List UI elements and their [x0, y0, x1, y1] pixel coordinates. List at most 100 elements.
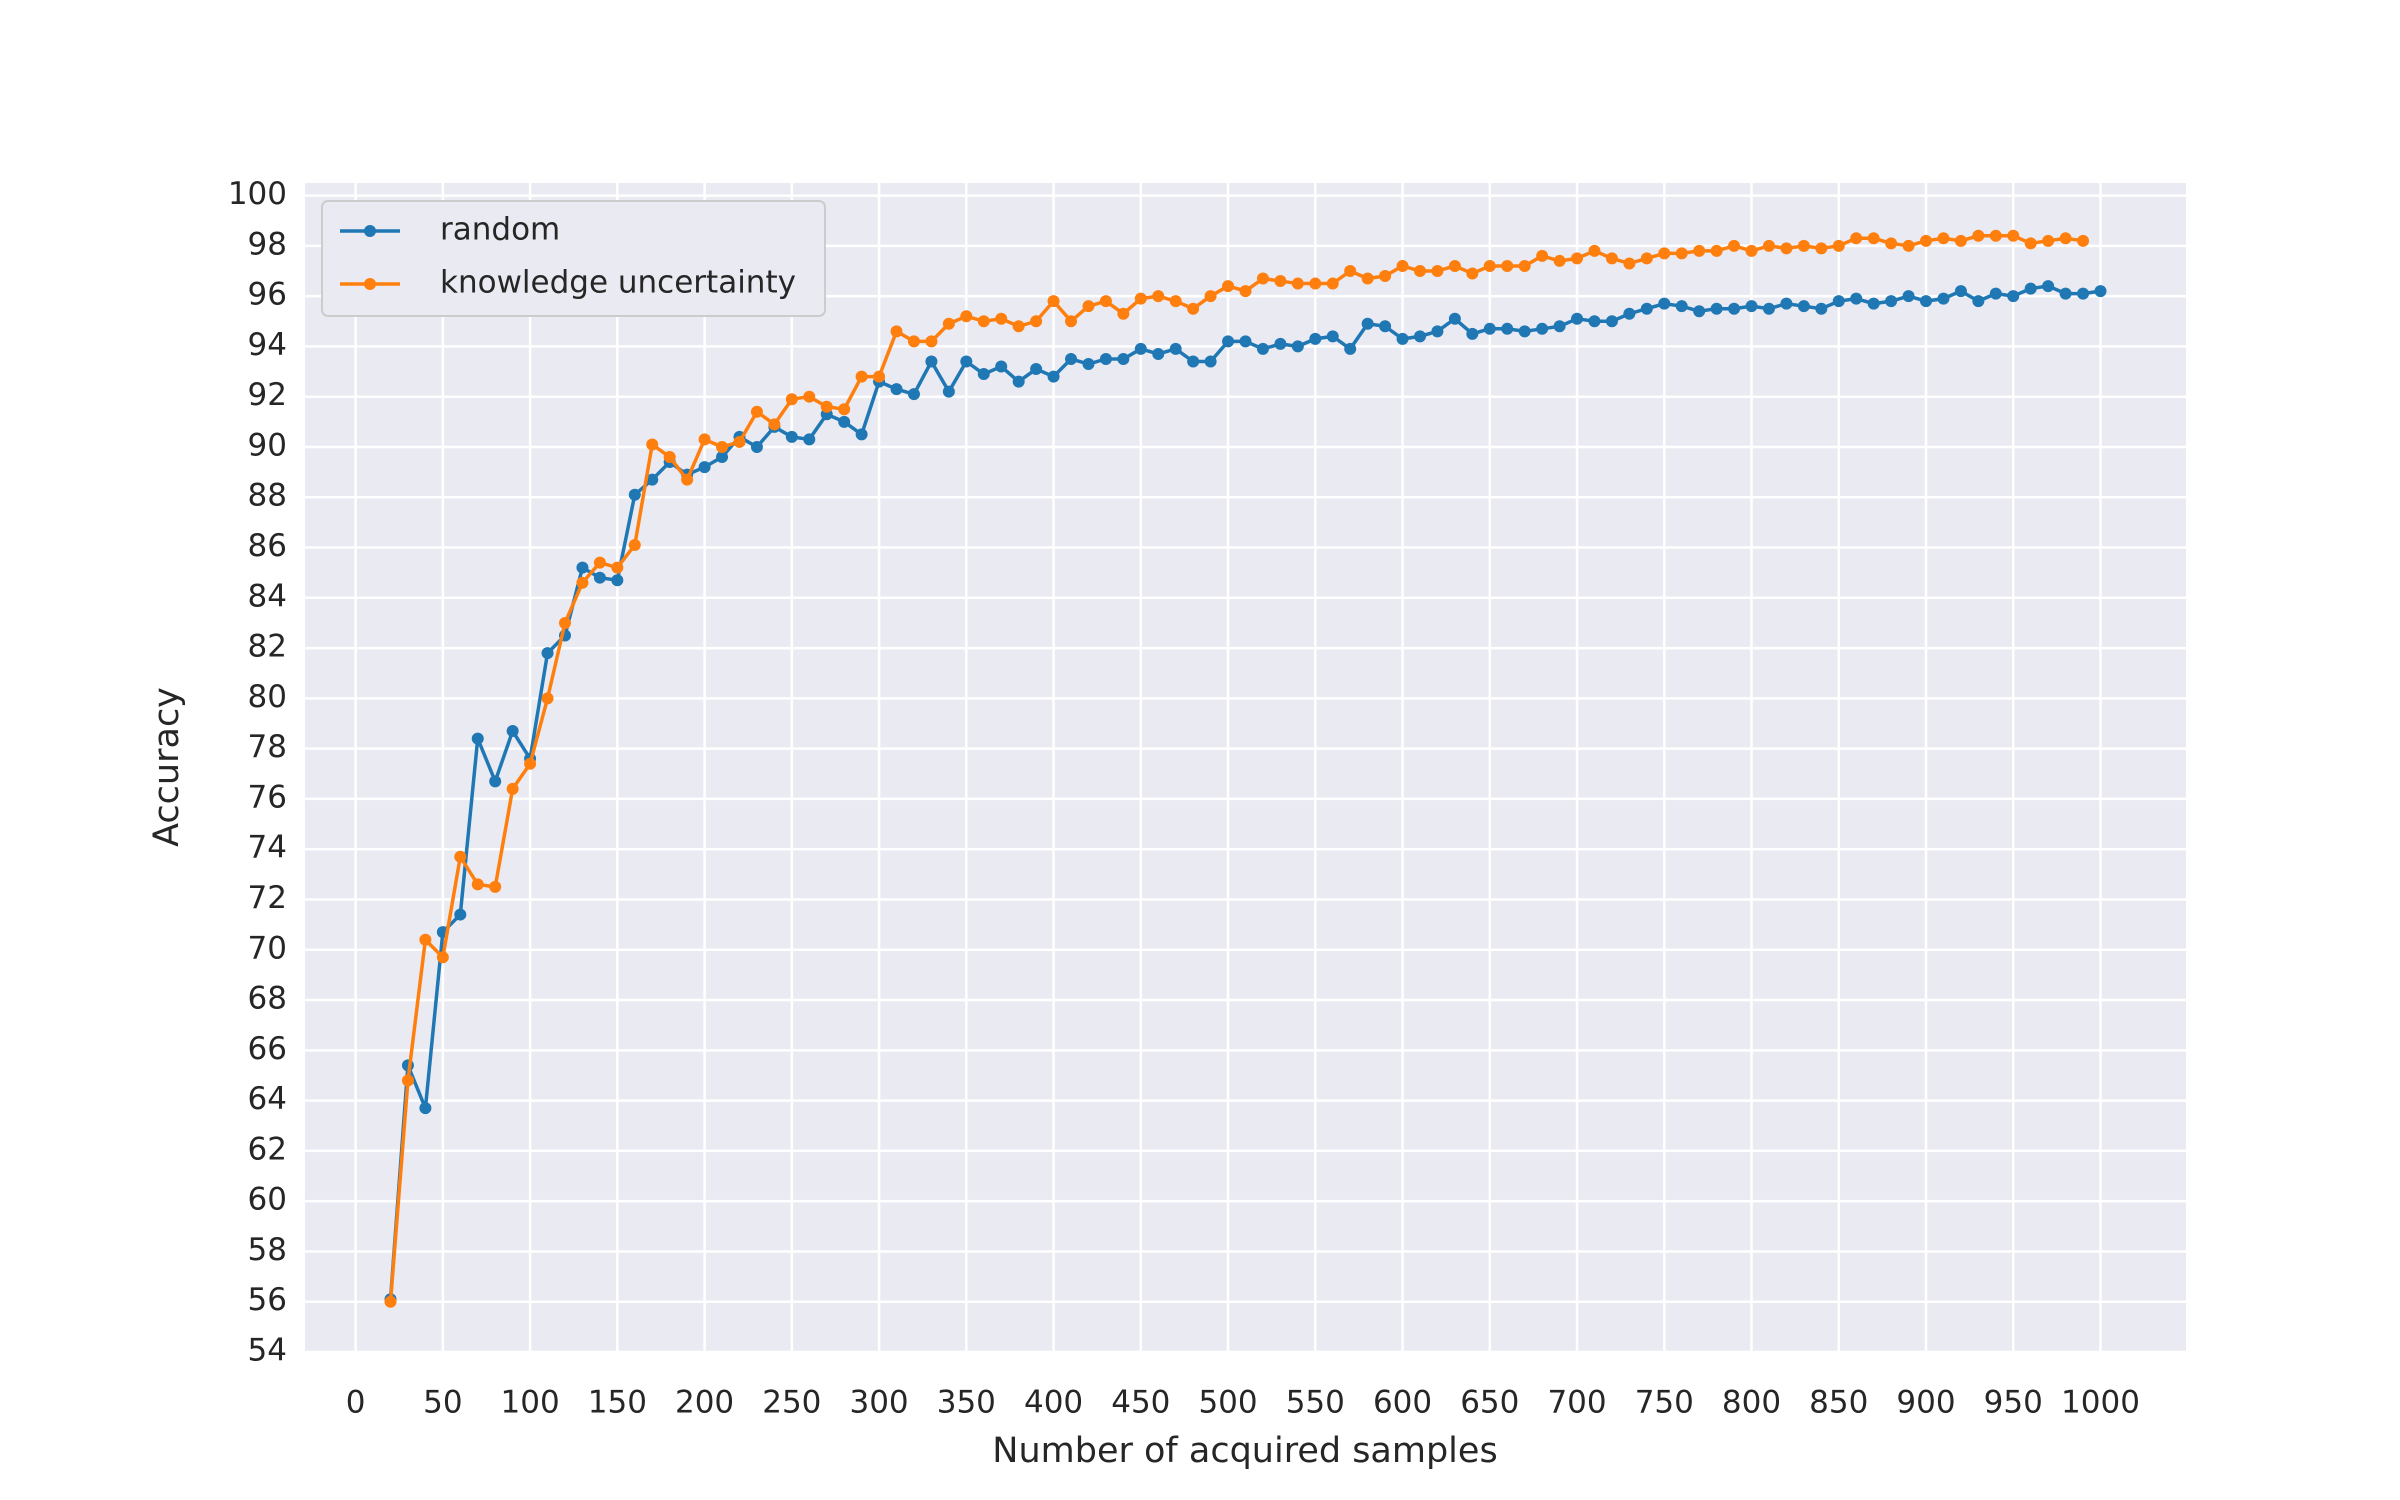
- x-tick-label: 0: [346, 1385, 366, 1421]
- point: [1431, 325, 1444, 338]
- point: [1047, 295, 1060, 308]
- point: [960, 310, 973, 323]
- point: [977, 368, 990, 381]
- x-tick-label: 600: [1373, 1385, 1432, 1421]
- point: [1187, 355, 1200, 368]
- point: [1553, 320, 1566, 333]
- point: [1850, 232, 1863, 245]
- y-tick-label: 82: [248, 629, 287, 665]
- point: [1396, 332, 1409, 345]
- point: [1623, 257, 1636, 270]
- x-tick-label: 700: [1547, 1385, 1606, 1421]
- y-tick-label: 56: [248, 1282, 287, 1318]
- point: [1466, 327, 1479, 340]
- x-tick-label: 450: [1111, 1385, 1170, 1421]
- point: [558, 616, 571, 629]
- point: [1326, 330, 1339, 343]
- point: [995, 312, 1008, 325]
- data: [384, 229, 2107, 1308]
- point: [1030, 363, 1043, 376]
- point: [2059, 232, 2072, 245]
- point: [471, 878, 484, 891]
- point: [628, 539, 641, 552]
- point: [436, 951, 449, 964]
- x-tick-label: 250: [762, 1385, 821, 1421]
- point: [1536, 249, 1549, 262]
- point: [2042, 234, 2055, 247]
- point: [1117, 307, 1130, 320]
- point: [1309, 277, 1322, 290]
- point: [1274, 275, 1287, 288]
- point: [1989, 287, 2002, 300]
- x-tick-label: 100: [501, 1385, 560, 1421]
- point: [855, 370, 868, 383]
- point: [1518, 259, 1531, 272]
- point: [1309, 332, 1322, 345]
- point: [1291, 277, 1304, 290]
- x-axis-label: Number of acquired samples: [992, 1431, 1497, 1471]
- point: [1815, 242, 1828, 255]
- plot-area: [305, 183, 2186, 1352]
- point: [1379, 320, 1392, 333]
- point: [750, 405, 763, 418]
- point: [1082, 300, 1095, 313]
- point: [1605, 252, 1618, 265]
- point: [1483, 259, 1496, 272]
- legend-marker: [364, 225, 376, 237]
- point: [803, 390, 816, 403]
- point: [576, 561, 589, 574]
- y-tick-label: 96: [248, 277, 287, 313]
- point: [1256, 272, 1269, 285]
- point: [646, 473, 659, 486]
- point: [942, 385, 955, 398]
- point: [1780, 242, 1793, 255]
- point: [489, 880, 502, 893]
- point: [1291, 340, 1304, 353]
- point: [1012, 375, 1025, 388]
- point: [716, 440, 729, 453]
- x-tick-label: 950: [1984, 1385, 2043, 1421]
- x-tick-label: 1000: [2061, 1385, 2140, 1421]
- point: [593, 571, 606, 584]
- y-tick-label: 74: [248, 830, 287, 866]
- x-tick-label: 850: [1809, 1385, 1868, 1421]
- point: [1780, 297, 1793, 310]
- point: [1065, 315, 1078, 328]
- point: [1099, 352, 1112, 365]
- point: [2007, 290, 2020, 303]
- x-tick-label: 150: [588, 1385, 647, 1421]
- point: [1937, 232, 1950, 245]
- point: [1344, 264, 1357, 277]
- point: [995, 360, 1008, 373]
- point: [1396, 259, 1409, 272]
- point: [1256, 342, 1269, 355]
- point: [419, 933, 432, 946]
- point: [681, 473, 694, 486]
- point: [1553, 254, 1566, 267]
- point: [2059, 287, 2072, 300]
- point: [890, 325, 903, 338]
- point: [1954, 285, 1967, 298]
- point: [2024, 282, 2037, 295]
- point: [663, 451, 676, 464]
- point: [1937, 292, 1950, 305]
- point: [1501, 322, 1514, 335]
- y-tick-label: 94: [248, 327, 287, 363]
- point: [1762, 302, 1775, 315]
- point: [750, 440, 763, 453]
- point: [1588, 315, 1601, 328]
- point: [1413, 330, 1426, 343]
- y-tick-label: 84: [248, 578, 287, 614]
- point: [1204, 355, 1217, 368]
- point: [785, 430, 798, 443]
- legend-marker: [364, 278, 376, 290]
- point: [401, 1074, 414, 1087]
- point: [384, 1295, 397, 1308]
- point: [1954, 234, 1967, 247]
- point: [1815, 302, 1828, 315]
- point: [1117, 352, 1130, 365]
- point: [1658, 297, 1671, 310]
- point: [1902, 290, 1915, 303]
- x-tick-label: 500: [1198, 1385, 1257, 1421]
